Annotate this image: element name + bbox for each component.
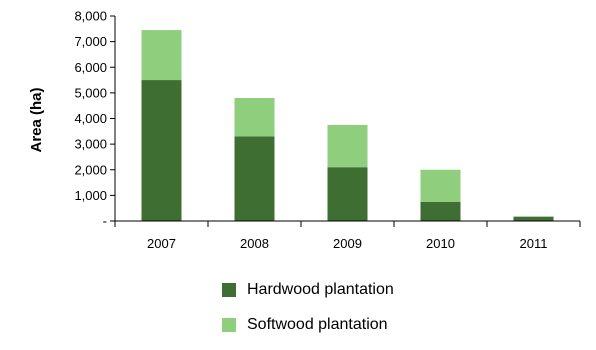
- legend-swatch-hardwood: [222, 283, 236, 297]
- axes: [114, 16, 580, 222]
- bar-softwood-2010: [420, 169, 461, 202]
- bar-softwood-2009: [327, 124, 368, 168]
- bar-softwood-2007: [141, 30, 182, 81]
- x-tick-label-2009: 2009: [333, 236, 362, 251]
- y-tick-label: 6,000: [74, 60, 107, 75]
- y-axis-title: Area (ha): [28, 87, 45, 152]
- y-tick-label: 2,000: [74, 162, 107, 177]
- legend-item-softwood: Softwood plantation: [222, 315, 394, 335]
- x-tick-label-2007: 2007: [147, 236, 176, 251]
- bar-hardwood-2011: [513, 216, 554, 221]
- bar-hardwood-2008: [234, 136, 275, 221]
- x-tick-label-2008: 2008: [240, 236, 269, 251]
- y-tick-label: 1,000: [74, 188, 107, 203]
- bar-hardwood-2007: [141, 80, 182, 221]
- y-axis-title-group: Area (ha): [28, 87, 45, 152]
- legend-label-softwood: Softwood plantation: [247, 316, 388, 333]
- legend-item-hardwood: Hardwood plantation: [222, 280, 394, 300]
- y-tick-label: 5,000: [74, 85, 107, 100]
- y-tick-label: 8,000: [74, 9, 107, 24]
- bar-hardwood-2010: [420, 201, 461, 221]
- y-tick-label: 7,000: [74, 34, 107, 49]
- legend-label-hardwood: Hardwood plantation: [247, 281, 394, 298]
- y-tick-label: 4,000: [74, 111, 107, 126]
- legend: Hardwood plantation Softwood plantation: [222, 280, 394, 350]
- bar-softwood-2008: [234, 98, 275, 137]
- x-axis-ticks: 2007 2008 2009 2010 2011: [114, 221, 581, 251]
- legend-swatch-softwood: [222, 318, 236, 332]
- y-axis-ticks: - 1,000 2,000 3,000 4,000 5,000 6,000 7,000 8,00…: [74, 9, 115, 229]
- x-tick-label-2010: 2010: [426, 236, 455, 251]
- y-tick-label: 3,000: [74, 137, 107, 152]
- bar-hardwood-2009: [327, 167, 368, 221]
- bars: [141, 30, 554, 221]
- x-tick-label-2011: 2011: [520, 236, 548, 251]
- y-tick-label: -: [103, 214, 107, 229]
- stacked-bar-chart: Area (ha) - 1,000 2,000 3,000 4,000 5,000 6,00…: [28, 9, 581, 251]
